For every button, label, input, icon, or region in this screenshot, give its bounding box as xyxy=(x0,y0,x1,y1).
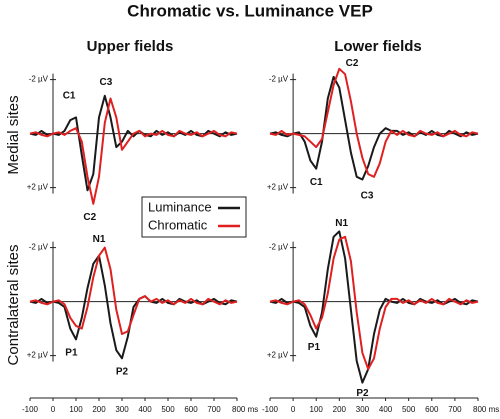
x-tick-label: 100 xyxy=(310,405,324,414)
x-tick-label: 200 xyxy=(333,405,347,414)
x-tick-label: -100 xyxy=(22,405,39,414)
peak-label: P2 xyxy=(356,388,369,399)
x-tick-label: 200 xyxy=(92,405,106,414)
x-tick-label: 700 xyxy=(207,405,221,414)
y-tick-label: +2 µV xyxy=(27,183,49,192)
x-tick-label: 800 ms xyxy=(473,405,499,414)
peak-label: P2 xyxy=(116,366,129,377)
x-tick-label: 300 xyxy=(115,405,129,414)
series-line xyxy=(269,75,479,181)
peak-label: C3 xyxy=(361,190,374,201)
x-tick-label: 100 xyxy=(69,405,83,414)
x-tick-label: -100 xyxy=(262,405,279,414)
x-tick-label: 600 xyxy=(184,405,198,414)
x-tick-label: 800 ms xyxy=(232,405,258,414)
row-label: Medial sites xyxy=(5,95,22,174)
x-tick-label: 300 xyxy=(356,405,370,414)
figure-title: Chromatic vs. Luminance VEP xyxy=(127,1,373,20)
y-tick-label: -2 µV xyxy=(269,243,289,252)
y-tick-label: -2 µV xyxy=(29,75,49,84)
row-label: Contralateral sites xyxy=(5,245,22,366)
x-tick-label: 700 xyxy=(448,405,462,414)
legend-label: Chromatic xyxy=(148,217,208,232)
peak-label: C2 xyxy=(83,212,96,223)
series-line xyxy=(29,97,238,205)
peak-label: N1 xyxy=(335,218,348,229)
x-tick-label: 500 xyxy=(161,405,175,414)
series-line xyxy=(269,67,479,178)
peak-label: P1 xyxy=(65,348,78,359)
peak-label: C1 xyxy=(310,177,323,188)
x-tick-label: 600 xyxy=(425,405,439,414)
y-tick-label: +2 µV xyxy=(267,351,289,360)
peak-label: P1 xyxy=(308,342,321,353)
series-line xyxy=(29,246,238,335)
y-tick-label: +2 µV xyxy=(27,351,49,360)
column-title: Upper fields xyxy=(87,38,174,55)
series-line xyxy=(29,94,238,192)
x-tick-label: 0 xyxy=(51,405,56,414)
peak-label: C3 xyxy=(100,77,113,88)
y-tick-label: -2 µV xyxy=(29,243,49,252)
legend-box xyxy=(141,196,247,238)
series-line xyxy=(29,254,238,360)
x-tick-label: 400 xyxy=(138,405,152,414)
peak-label: C1 xyxy=(63,90,76,101)
x-tick-label: 0 xyxy=(291,405,296,414)
y-tick-label: +2 µV xyxy=(267,183,289,192)
legend-label: Luminance xyxy=(148,199,212,214)
column-title: Lower fields xyxy=(334,38,422,55)
peak-label: N1 xyxy=(93,234,106,245)
peak-label: C2 xyxy=(346,58,359,69)
y-tick-label: -2 µV xyxy=(269,75,289,84)
series-line xyxy=(269,235,479,371)
x-tick-label: 400 xyxy=(379,405,393,414)
x-tick-label: 500 xyxy=(402,405,416,414)
